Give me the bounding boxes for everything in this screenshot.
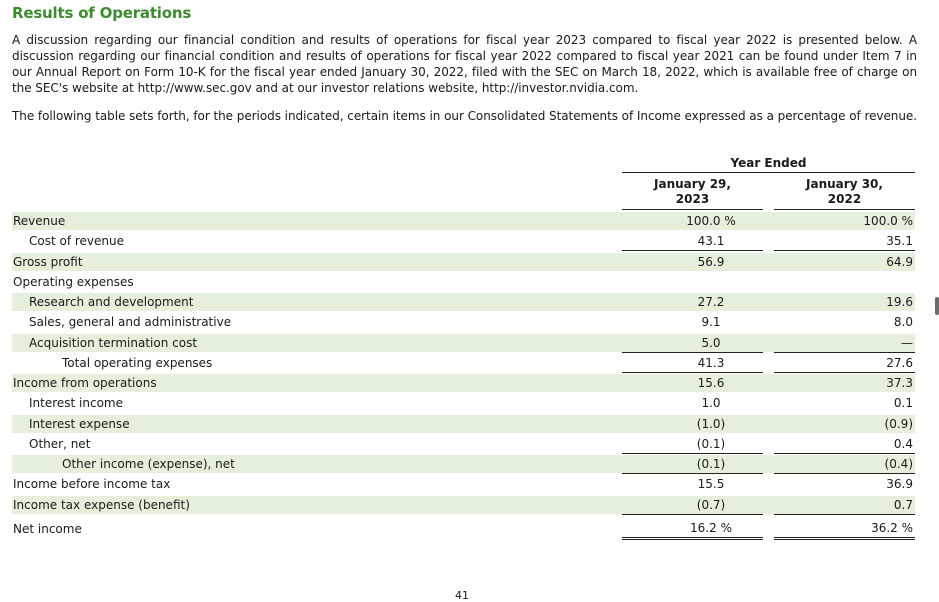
value-2023: (0.1) <box>696 436 726 451</box>
value-2022: 0.4 <box>893 436 913 451</box>
table-row: Operating expenses <box>0 272 939 292</box>
value-2023: 27.2 <box>697 295 725 309</box>
value-2023: 41.3 <box>697 355 725 370</box>
table-row: Other income (expense), net (0.1) (0.4) <box>0 454 939 474</box>
row-label: Other income (expense), net <box>62 457 235 471</box>
column-header-2023-text: January 29, 2023 <box>654 177 731 206</box>
table-row: Acquisition termination cost 5.0 — <box>0 333 939 353</box>
value-2023: 100.0 % <box>686 214 736 228</box>
row-label: Interest income <box>29 396 124 411</box>
value-2022: (0.4) <box>884 457 913 471</box>
table-row: Other, net (0.1) 0.4 <box>0 434 939 454</box>
value-2023: 1.0 <box>701 396 721 411</box>
value-2023: (0.1) <box>696 457 726 471</box>
column-header-2022: January 30, 2022 <box>774 177 915 210</box>
row-label: Operating expenses <box>13 274 134 289</box>
row-label: Acquisition termination cost <box>29 335 198 350</box>
page-number: 41 <box>455 589 469 602</box>
row-label: Research and development <box>29 295 194 309</box>
value-2023: 15.5 <box>697 477 725 492</box>
table-row: Interest income 1.0 0.1 <box>0 393 939 413</box>
value-2023: 5.0 <box>701 335 721 350</box>
row-label: Income before income tax <box>13 477 171 492</box>
intro-paragraph: A discussion regarding our financial con… <box>12 33 917 95</box>
column-header-2022-text: January 30, 2022 <box>806 177 883 206</box>
value-2023: (0.7) <box>696 497 726 512</box>
row-label: Net income <box>13 521 82 536</box>
table-row: Cost of revenue 43.1 35.1 <box>0 231 939 252</box>
table-intro-paragraph: The following table sets forth, for the … <box>12 109 917 123</box>
row-label: Gross profit <box>13 254 83 269</box>
table-row: Revenue 100.0 % 100.0 % <box>0 211 939 231</box>
row-label: Income tax expense (benefit) <box>13 497 190 512</box>
value-2022: — <box>901 335 913 350</box>
table-row: Net income 16.2 % 36.2 % <box>0 515 939 540</box>
value-2022: 0.7 <box>893 497 913 512</box>
row-label: Cost of revenue <box>29 234 125 249</box>
value-2022: 64.9 <box>886 254 913 269</box>
value-2023: 16.2 % <box>690 520 732 535</box>
table-row: Research and development 27.2 19.6 <box>0 292 939 312</box>
table-row: Income before income tax 15.5 36.9 <box>0 474 939 494</box>
value-2022: 8.0 <box>893 315 913 330</box>
table-row: Income from operations 15.6 37.3 <box>0 373 939 393</box>
value-2023: 9.1 <box>701 315 721 330</box>
value-2022: (0.9) <box>884 416 913 431</box>
value-2022: 19.6 <box>886 295 913 309</box>
table-row: Gross profit 56.9 64.9 <box>0 252 939 272</box>
value-2022: 36.9 <box>886 477 913 492</box>
table-row: Total operating expenses 41.3 27.6 <box>0 353 939 373</box>
table-row: Sales, general and administrative 9.1 8.… <box>0 312 939 332</box>
table-row: Income tax expense (benefit) (0.7) 0.7 <box>0 495 939 515</box>
value-2022: 37.3 <box>886 376 913 390</box>
row-label: Sales, general and administrative <box>29 315 232 330</box>
value-2022: 35.1 <box>886 234 913 249</box>
value-2023: 43.1 <box>697 234 725 249</box>
row-label: Interest expense <box>29 416 130 431</box>
value-2022: 0.1 <box>893 396 913 411</box>
value-2023: 56.9 <box>697 254 725 269</box>
column-header-2023: January 29, 2023 <box>622 177 763 210</box>
value-2022: 36.2 % <box>871 520 913 535</box>
table-row: Interest expense (1.0) (0.9) <box>0 414 939 434</box>
scrollbar-handle[interactable] <box>935 297 939 315</box>
year-ended-header: Year Ended <box>622 156 915 173</box>
row-label: Income from operations <box>13 376 157 390</box>
row-label: Other, net <box>29 436 91 451</box>
income-statement-table: Revenue 100.0 % 100.0 % Cost of revenue … <box>0 211 939 540</box>
value-2022: 100.0 % <box>863 214 913 228</box>
value-2023: (1.0) <box>696 416 726 431</box>
value-2023: 15.6 <box>697 376 725 390</box>
row-label: Revenue <box>13 214 66 228</box>
value-2022: 27.6 <box>886 355 913 370</box>
row-label: Total operating expenses <box>62 355 213 370</box>
section-title: Results of Operations <box>12 4 192 22</box>
